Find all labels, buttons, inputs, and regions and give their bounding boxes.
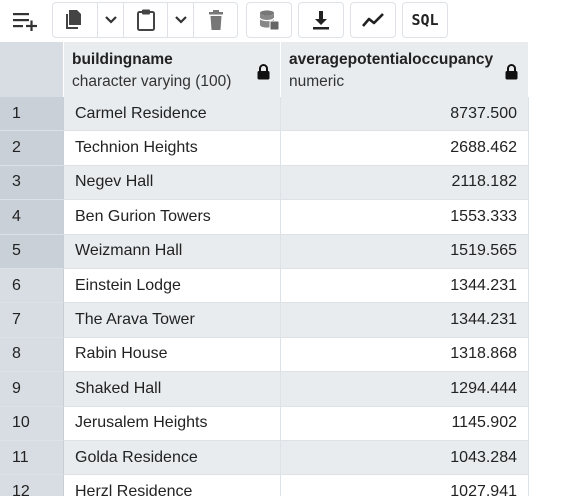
graph-icon (362, 13, 384, 27)
lock-icon (505, 64, 518, 80)
column-name: averagepotentialoccupancy (289, 51, 494, 68)
cell-buildingname[interactable]: Carmel Residence (64, 97, 281, 132)
row-number[interactable]: 3 (0, 165, 64, 201)
chevron-down-icon (104, 16, 117, 24)
table-row[interactable]: 8 Rabin House 1318.868 (0, 337, 529, 373)
graph-visualiser-button[interactable] (350, 2, 396, 38)
table-row[interactable]: 1 Carmel Residence 8737.500 (0, 97, 529, 132)
cell-buildingname[interactable]: Einstein Lodge (64, 269, 281, 304)
cell-averagepotentialoccupancy[interactable]: 1519.565 (281, 234, 529, 269)
column-header-averagepotentialoccupancy[interactable]: averagepotentialoccupancy numeric (281, 42, 529, 97)
cell-buildingname[interactable]: Shaked Hall (64, 372, 281, 407)
table-row[interactable]: 7 The Arava Tower 1344.231 (0, 303, 529, 338)
cell-averagepotentialoccupancy[interactable]: 1344.231 (281, 303, 529, 338)
cell-averagepotentialoccupancy[interactable]: 2118.182 (281, 165, 529, 201)
cell-averagepotentialoccupancy[interactable]: 8737.500 (281, 97, 529, 132)
row-number[interactable]: 9 (0, 372, 64, 407)
cell-averagepotentialoccupancy[interactable]: 2688.462 (281, 131, 529, 166)
cell-averagepotentialoccupancy[interactable]: 1145.902 (281, 406, 529, 441)
row-number[interactable]: 5 (0, 234, 64, 269)
sql-label: SQL (411, 11, 439, 29)
cell-averagepotentialoccupancy[interactable]: 1043.284 (281, 441, 529, 476)
table-row[interactable]: 10 Jerusalem Heights 1145.902 (0, 406, 529, 441)
cell-buildingname[interactable]: Rabin House (64, 337, 281, 373)
table-row[interactable]: 3 Negev Hall 2118.182 (0, 165, 529, 201)
table-row[interactable]: 4 Ben Gurion Towers 1553.333 (0, 200, 529, 235)
download-icon (313, 11, 329, 30)
cell-averagepotentialoccupancy[interactable]: 1027.941 (281, 475, 529, 496)
cell-averagepotentialoccupancy[interactable]: 1344.231 (281, 269, 529, 304)
row-number[interactable]: 8 (0, 337, 64, 373)
column-type: numeric (289, 73, 345, 90)
cell-buildingname[interactable]: Jerusalem Heights (64, 406, 281, 441)
cell-buildingname[interactable]: Golda Residence (64, 441, 281, 476)
row-number[interactable]: 2 (0, 131, 64, 166)
save-data-icon (259, 10, 280, 31)
paste-dropdown-button[interactable] (167, 3, 193, 37)
cell-buildingname[interactable]: Technion Heights (64, 131, 281, 166)
copy-dropdown-button[interactable] (97, 3, 123, 37)
copy-button[interactable] (53, 3, 97, 37)
sql-button[interactable]: SQL (402, 2, 448, 38)
cell-buildingname[interactable]: Herzl Residence (64, 475, 281, 496)
row-number[interactable]: 6 (0, 269, 64, 304)
row-number[interactable]: 12 (0, 475, 64, 496)
chevron-down-icon (174, 16, 187, 24)
cell-averagepotentialoccupancy[interactable]: 1294.444 (281, 372, 529, 407)
cell-buildingname[interactable]: The Arava Tower (64, 303, 281, 338)
download-button[interactable] (298, 2, 344, 38)
table-row[interactable]: 2 Technion Heights 2688.462 (0, 131, 529, 166)
cell-averagepotentialoccupancy[interactable]: 1553.333 (281, 200, 529, 235)
select-all-cell[interactable] (0, 42, 64, 97)
delete-button[interactable] (193, 3, 237, 37)
row-number[interactable]: 4 (0, 200, 64, 235)
delete-icon (208, 10, 223, 30)
row-number[interactable]: 11 (0, 441, 64, 476)
copy-icon (66, 10, 81, 29)
table-row[interactable]: 5 Weizmann Hall 1519.565 (0, 234, 529, 269)
table-row[interactable]: 6 Einstein Lodge 1344.231 (0, 269, 529, 304)
cell-averagepotentialoccupancy[interactable]: 1318.868 (281, 337, 529, 373)
row-number[interactable]: 10 (0, 406, 64, 441)
cell-buildingname[interactable]: Negev Hall (64, 165, 281, 201)
row-number[interactable]: 1 (0, 97, 64, 132)
column-name: buildingname (72, 51, 173, 68)
paste-icon (136, 9, 155, 31)
lock-icon (257, 64, 270, 80)
paste-button[interactable] (123, 3, 167, 37)
clipboard-button-group (52, 2, 238, 38)
add-row-button[interactable] (4, 2, 48, 38)
table-row[interactable]: 9 Shaked Hall 1294.444 (0, 372, 529, 407)
save-data-button[interactable] (246, 2, 292, 38)
add-row-icon (13, 13, 37, 31)
result-toolbar: SQL (0, 0, 586, 42)
row-number[interactable]: 7 (0, 303, 64, 338)
column-type: character varying (100) (72, 73, 232, 90)
column-header-buildingname[interactable]: buildingname character varying (100) (64, 42, 281, 97)
table-row[interactable]: 12 Herzl Residence 1027.941 (0, 475, 529, 496)
cell-buildingname[interactable]: Weizmann Hall (64, 234, 281, 269)
table-row[interactable]: 11 Golda Residence 1043.284 (0, 441, 529, 476)
cell-buildingname[interactable]: Ben Gurion Towers (64, 200, 281, 235)
result-grid: buildingname character varying (100) ave… (0, 42, 586, 496)
